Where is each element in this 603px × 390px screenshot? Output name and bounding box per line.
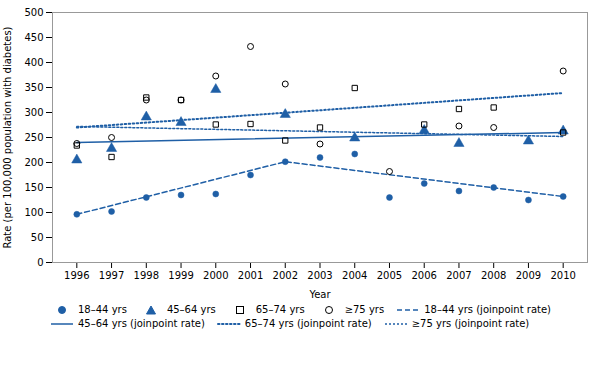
svg-text:450: 450 bbox=[24, 32, 43, 43]
svg-text:2007: 2007 bbox=[446, 270, 471, 281]
svg-text:0: 0 bbox=[37, 257, 43, 268]
html-text:65–74 yrs: 65–74 yrs bbox=[255, 304, 305, 315]
svg-text:Rate (per 100,000 population w: Rate (per 100,000 population with diabet… bbox=[2, 26, 13, 248]
svg-text:150: 150 bbox=[24, 182, 43, 193]
html-text:≥75 yrs: ≥75 yrs bbox=[344, 304, 385, 315]
svg-text:2000: 2000 bbox=[203, 270, 228, 281]
html-text:45–64 yrs (joinpoint rate): 45–64 yrs (joinpoint rate) bbox=[78, 318, 205, 329]
svg-text:2002: 2002 bbox=[273, 270, 298, 281]
svg-text:2008: 2008 bbox=[481, 270, 506, 281]
svg-text:1996: 1996 bbox=[64, 270, 89, 281]
svg-text:1997: 1997 bbox=[99, 270, 124, 281]
svg-text:400: 400 bbox=[24, 57, 43, 68]
html-text:45–64 yrs: 45–64 yrs bbox=[166, 304, 216, 315]
svg-text:1998: 1998 bbox=[134, 270, 159, 281]
svg-text:350: 350 bbox=[24, 82, 43, 93]
svg-text:1999: 1999 bbox=[168, 270, 193, 281]
svg-text:2001: 2001 bbox=[238, 270, 263, 281]
html-text:18–44 yrs (joinpoint rate): 18–44 yrs (joinpoint rate) bbox=[424, 304, 551, 315]
svg-text:200: 200 bbox=[24, 157, 43, 168]
svg-text:Year: Year bbox=[308, 289, 331, 300]
svg-text:2009: 2009 bbox=[516, 270, 541, 281]
svg-text:300: 300 bbox=[24, 107, 43, 118]
html-text:18–44 yrs: 18–44 yrs bbox=[78, 304, 127, 315]
html-text:≥75 yrs (joinpoint rate): ≥75 yrs (joinpoint rate) bbox=[411, 318, 530, 329]
svg-text:2006: 2006 bbox=[411, 270, 436, 281]
svg-text:2004: 2004 bbox=[342, 270, 367, 281]
svg-text:2003: 2003 bbox=[307, 270, 332, 281]
svg-text:2005: 2005 bbox=[377, 270, 402, 281]
svg-text:250: 250 bbox=[24, 132, 43, 143]
svg-text:100: 100 bbox=[24, 207, 43, 218]
html-text:65–74 yrs (joinpoint rate): 65–74 yrs (joinpoint rate) bbox=[244, 318, 372, 329]
svg-text:500: 500 bbox=[24, 7, 43, 18]
svg-text:2010: 2010 bbox=[550, 270, 575, 281]
svg-text:50: 50 bbox=[31, 232, 44, 243]
